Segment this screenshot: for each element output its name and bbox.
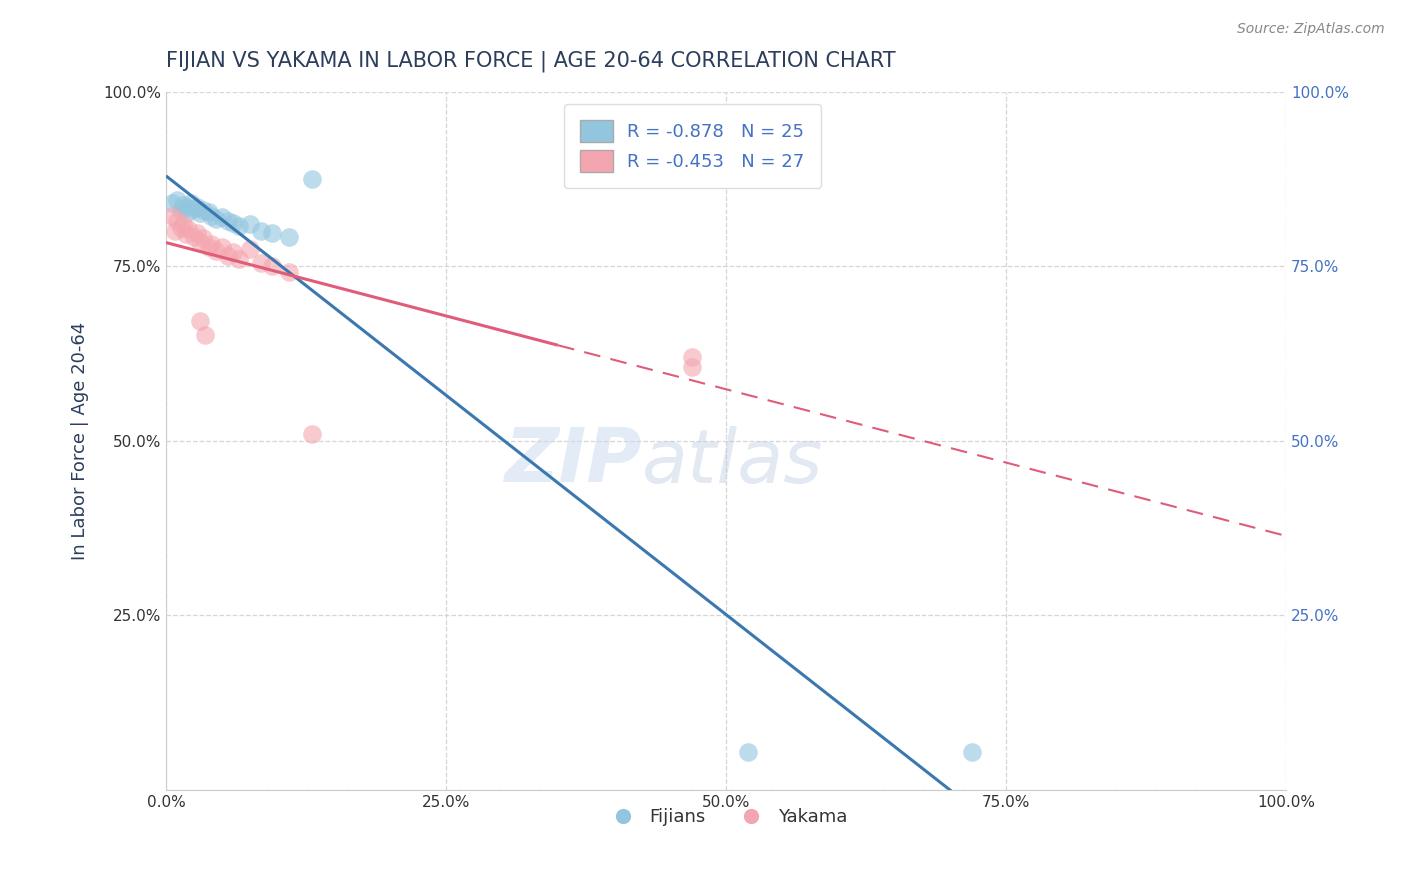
Point — [200, 209, 222, 223]
Point — [174, 227, 197, 241]
Point — [183, 202, 205, 216]
Point — [188, 206, 211, 220]
Point — [222, 245, 245, 260]
Point — [211, 211, 233, 225]
Point — [228, 219, 250, 233]
Point — [681, 360, 703, 375]
Point — [188, 235, 211, 250]
Point — [177, 221, 200, 235]
Point — [211, 240, 233, 254]
Point — [205, 211, 228, 226]
Point — [228, 252, 250, 267]
Point — [262, 226, 284, 240]
Point — [163, 224, 186, 238]
Point — [169, 203, 191, 218]
Text: FIJIAN VS YAKAMA IN LABOR FORCE | AGE 20-64 CORRELATION CHART: FIJIAN VS YAKAMA IN LABOR FORCE | AGE 20… — [166, 51, 896, 72]
Point — [188, 314, 211, 328]
Point — [166, 193, 188, 207]
Point — [262, 259, 284, 273]
Point — [191, 203, 214, 218]
Point — [174, 200, 197, 214]
Point — [301, 426, 323, 441]
Point — [172, 218, 194, 232]
Point — [217, 249, 239, 263]
Y-axis label: In Labor Force | Age 20-64: In Labor Force | Age 20-64 — [72, 322, 89, 560]
Point — [962, 745, 984, 759]
Point — [301, 172, 323, 186]
Point — [177, 204, 200, 219]
Point — [191, 231, 214, 245]
Point — [194, 327, 217, 342]
Point — [278, 265, 301, 279]
Point — [180, 196, 202, 211]
Text: ZIP: ZIP — [505, 425, 643, 499]
Point — [278, 230, 301, 244]
Point — [183, 230, 205, 244]
Point — [186, 226, 208, 240]
Point — [239, 218, 262, 232]
Point — [160, 196, 183, 211]
Point — [222, 216, 245, 230]
Point — [197, 204, 219, 219]
Point — [205, 244, 228, 258]
Point — [250, 224, 273, 238]
Text: atlas: atlas — [643, 425, 824, 498]
Point — [200, 236, 222, 251]
Point — [239, 243, 262, 257]
Legend: Fijians, Yakama: Fijians, Yakama — [598, 801, 855, 833]
Point — [169, 220, 191, 235]
Point — [186, 200, 208, 214]
Point — [681, 350, 703, 364]
Point — [160, 209, 183, 223]
Point — [250, 256, 273, 270]
Point — [166, 214, 188, 228]
Point — [737, 745, 759, 759]
Point — [217, 214, 239, 228]
Point — [197, 240, 219, 254]
Point — [172, 198, 194, 212]
Text: Source: ZipAtlas.com: Source: ZipAtlas.com — [1237, 22, 1385, 37]
